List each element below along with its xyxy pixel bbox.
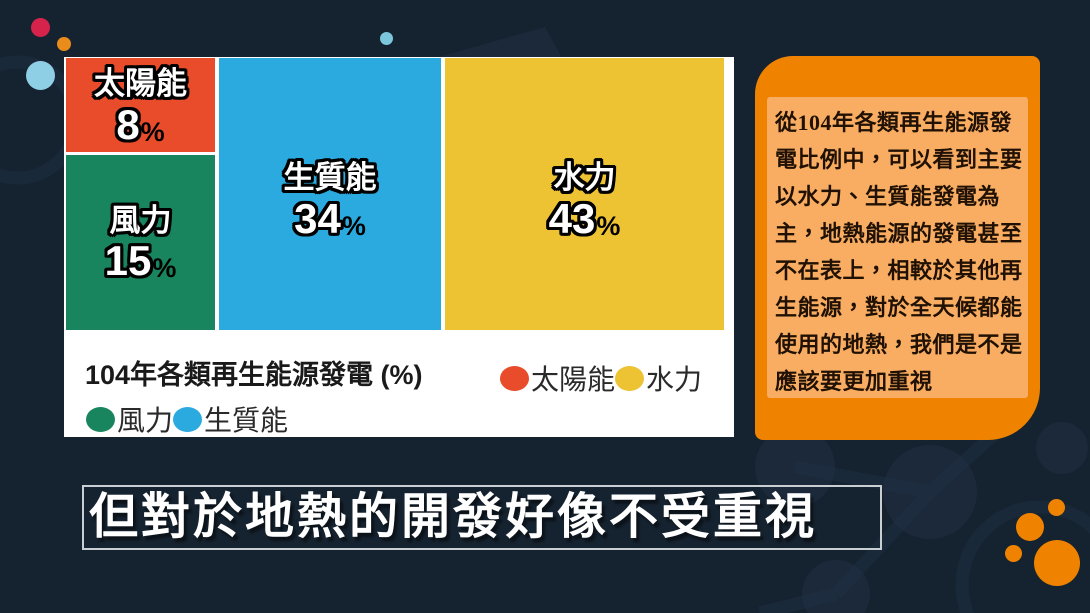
legend-label-hydro: 水力	[646, 364, 703, 395]
treemap-number-wind: 15	[104, 237, 152, 285]
treemap-label-wind: 風力	[109, 202, 172, 238]
legend-dot-biomass	[173, 406, 203, 432]
treemap-value-wind: 15%	[104, 237, 177, 285]
callout-line: 應該要更加重視	[775, 369, 933, 394]
decor-dot-crimson	[31, 18, 50, 37]
treemap-block-solar: 太陽能 8%	[66, 58, 215, 152]
treemap-block-biomass: 生質能 34%	[219, 58, 441, 330]
legend-item-solar: 太陽能	[500, 358, 615, 398]
legend-dot-solar	[500, 365, 529, 391]
legend-item-wind: 風力	[86, 399, 173, 439]
chart-panel: 太陽能 8% 風力 15% 生質能 34% 水力 43% 104年各類再生能源發…	[64, 57, 734, 437]
callout-line: 從104年各類再生能源發	[775, 110, 1013, 135]
headline-text: 但對於地熱的開發好像不受重視	[89, 490, 818, 544]
decor-dot-orange-cluster-2	[1048, 499, 1065, 516]
callout-line: 生能源，對於全天候都能	[775, 295, 1023, 320]
legend-row-2: 風力 生質能	[86, 401, 288, 437]
treemap-block-hydro: 水力 43%	[445, 58, 724, 330]
legend-label-wind: 風力	[117, 405, 174, 436]
legend-item-biomass: 生質能	[173, 399, 288, 439]
callout-line: 主，地熱能源的發電甚至	[775, 221, 1023, 246]
treemap-label-hydro: 水力	[553, 160, 616, 196]
legend-item-hydro: 水力	[615, 358, 702, 398]
callout-line: 使用的地熱，我們是不是	[775, 332, 1023, 357]
treemap-value-solar: 8%	[116, 100, 165, 148]
legend-label-biomass: 生質能	[204, 405, 289, 436]
treemap-number-solar: 8	[116, 100, 140, 148]
percent-sign: %	[140, 116, 165, 147]
percent-sign: %	[341, 210, 366, 241]
decor-dot-orange-cluster-4	[1034, 540, 1080, 586]
headline-banner: 但對於地熱的開發好像不受重視	[82, 485, 882, 550]
callout-line: 電比例中，可以看到主要	[775, 147, 1023, 172]
decor-dot-orange-cluster-1	[1016, 513, 1044, 541]
treemap-value-hydro: 43%	[548, 194, 621, 242]
callout-bubble: 從104年各類再生能源發 電比例中，可以看到主要 以水力、生質能發電為 主，地熱…	[755, 56, 1040, 440]
treemap-label-biomass: 生質能	[283, 160, 377, 196]
callout-line: 不在表上，相較於其他再	[775, 258, 1023, 283]
decor-dot-lightblue	[26, 61, 55, 90]
legend-label-solar: 太陽能	[531, 364, 616, 395]
decor-dot-orange-cluster-3	[1005, 545, 1022, 562]
callout-line: 以水力、生質能發電為	[775, 184, 1001, 209]
treemap-label-solar: 太陽能	[94, 66, 187, 101]
treemap-number-biomass: 34	[294, 194, 341, 242]
legend-dot-wind	[86, 406, 115, 432]
percent-sign: %	[596, 210, 621, 241]
callout-text-box: 從104年各類再生能源發 電比例中，可以看到主要 以水力、生質能發電為 主，地熱…	[767, 97, 1028, 398]
percent-sign: %	[152, 253, 177, 284]
treemap-value-biomass: 34%	[294, 194, 366, 242]
decor-dot-teal-top	[380, 32, 393, 45]
treemap-number-hydro: 43	[548, 194, 596, 242]
chart-title: 104年各類再生能源發電 (%)	[85, 360, 423, 390]
decor-dot-orange-small	[57, 37, 71, 51]
legend-dot-hydro	[615, 365, 645, 391]
treemap-block-wind: 風力 15%	[66, 155, 215, 330]
legend-row-1: 太陽能 水力	[500, 360, 702, 396]
